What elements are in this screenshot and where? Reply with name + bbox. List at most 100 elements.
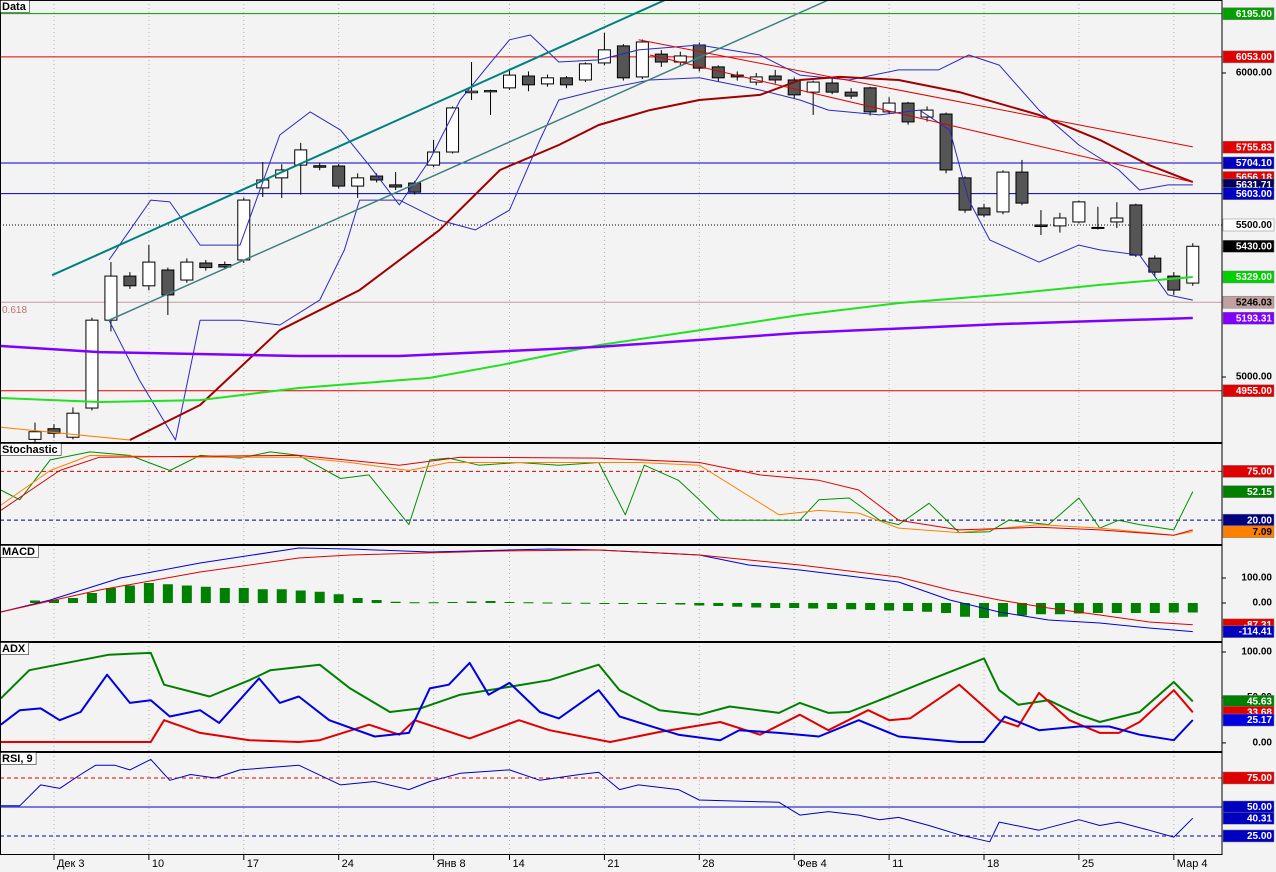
candle-body xyxy=(465,90,479,94)
panel-title: Data xyxy=(2,1,27,13)
histogram-bar xyxy=(960,603,971,617)
histogram-bar xyxy=(504,602,515,603)
x-tick-label: 11 xyxy=(892,858,903,870)
level-label: 5329.00 xyxy=(1236,272,1273,283)
level-label: 75.00 xyxy=(1247,467,1272,478)
histogram-bar xyxy=(713,603,724,606)
level-label-box xyxy=(1222,156,1275,170)
candle-body xyxy=(1110,217,1124,223)
panel-title-box xyxy=(0,642,29,655)
indicator-line xyxy=(0,276,1193,403)
y-tick-label: 100.00 xyxy=(1241,573,1272,584)
panel xyxy=(0,545,1198,642)
indicator-line xyxy=(0,549,1193,626)
level-label: 52.15 xyxy=(1247,487,1272,498)
level-label: 20.00 xyxy=(1247,515,1272,526)
x-tick-label: 10 xyxy=(152,858,164,870)
histogram-bar xyxy=(238,588,249,603)
histogram-bar xyxy=(1016,603,1027,616)
level-label: 5631.71 xyxy=(1236,180,1273,191)
y-tick-label: 100.00 xyxy=(1241,647,1272,658)
histogram-bar xyxy=(599,603,610,604)
x-tick-label: 17 xyxy=(247,858,259,870)
histogram-bar xyxy=(618,603,629,604)
candle-body xyxy=(939,113,953,171)
level-label-box xyxy=(1222,140,1275,154)
histogram-bar xyxy=(997,603,1008,617)
histogram-bar xyxy=(276,589,287,603)
histogram-bar xyxy=(903,603,914,611)
histogram-bar xyxy=(105,588,116,603)
panel-title: ADX xyxy=(2,643,26,655)
candle-body xyxy=(901,102,915,123)
x-tick-label: 14 xyxy=(513,858,525,870)
axis-labels: 100.000.00-87.31-114.41 xyxy=(1222,573,1275,638)
candle-body xyxy=(370,175,384,181)
candle-body xyxy=(351,177,365,187)
level-label-box xyxy=(1222,7,1275,20)
histogram-bar xyxy=(409,602,420,604)
histogram-bar xyxy=(694,603,705,606)
candle-body xyxy=(161,269,175,296)
candle-body xyxy=(958,177,972,211)
candle-body xyxy=(28,431,42,440)
candle-body xyxy=(503,74,516,89)
level-label-box xyxy=(1222,218,1275,232)
panel-title-box xyxy=(0,0,30,13)
level-label-box xyxy=(1222,50,1275,64)
panel-title: RSI, 9 xyxy=(2,753,33,765)
histogram-bar xyxy=(770,603,781,608)
level-label-box xyxy=(1222,240,1275,253)
panel-title-box xyxy=(0,443,62,456)
x-tick-label: 25 xyxy=(1082,858,1094,870)
y-tick-label: 5000.00 xyxy=(1236,372,1273,383)
panel: 0.618 xyxy=(0,0,1222,443)
level-note: 0.618 xyxy=(2,305,27,316)
candle-body xyxy=(332,165,346,187)
histogram-bar xyxy=(637,603,648,604)
histogram-bar xyxy=(295,590,306,603)
candle-body xyxy=(104,275,118,321)
level-label-box xyxy=(1222,525,1275,538)
candle-body xyxy=(237,199,251,261)
candle-body xyxy=(313,165,327,168)
y-tick-label: 0.00 xyxy=(1253,598,1273,609)
level-label: 33.68 xyxy=(1247,707,1272,718)
panel xyxy=(0,642,1194,752)
level-label: 25.00 xyxy=(1247,831,1272,842)
level-label-box xyxy=(1222,270,1275,284)
x-tick-label: 24 xyxy=(342,858,354,870)
panel-title-box xyxy=(0,545,39,558)
histogram-bar xyxy=(200,586,211,603)
candle-body xyxy=(484,90,498,93)
panel-title: MACD xyxy=(2,546,35,558)
x-tick-label: Дек 3 xyxy=(57,858,85,870)
level-label-box xyxy=(1222,829,1275,843)
level-label: 5430.00 xyxy=(1236,241,1273,252)
level-label: 5246.03 xyxy=(1236,297,1273,308)
candle-body xyxy=(142,261,156,287)
level-label: 5500.00 xyxy=(1236,220,1273,231)
candle-body xyxy=(66,412,80,438)
indicator-line xyxy=(0,316,1193,358)
indicator-line xyxy=(0,454,1193,536)
histogram-bar xyxy=(371,600,382,603)
panel xyxy=(0,443,1222,545)
histogram-bar xyxy=(143,583,154,603)
level-label: 5193.31 xyxy=(1236,313,1273,324)
candle-body xyxy=(616,45,630,79)
indicator-line xyxy=(0,651,1194,723)
level-label-box xyxy=(1222,465,1275,478)
histogram-bar xyxy=(466,601,477,603)
candle-body xyxy=(920,109,934,118)
level-label-box xyxy=(1222,771,1275,785)
histogram-bar xyxy=(48,600,59,603)
level-label: 40.31 xyxy=(1247,813,1272,824)
candle-body xyxy=(1129,204,1143,256)
candle-body xyxy=(1015,171,1029,204)
panel-title-box xyxy=(0,752,37,765)
histogram-bar xyxy=(1073,603,1084,614)
candle-body xyxy=(180,261,194,281)
level-label: 75.00 xyxy=(1247,773,1272,784)
candle-body xyxy=(540,77,554,85)
